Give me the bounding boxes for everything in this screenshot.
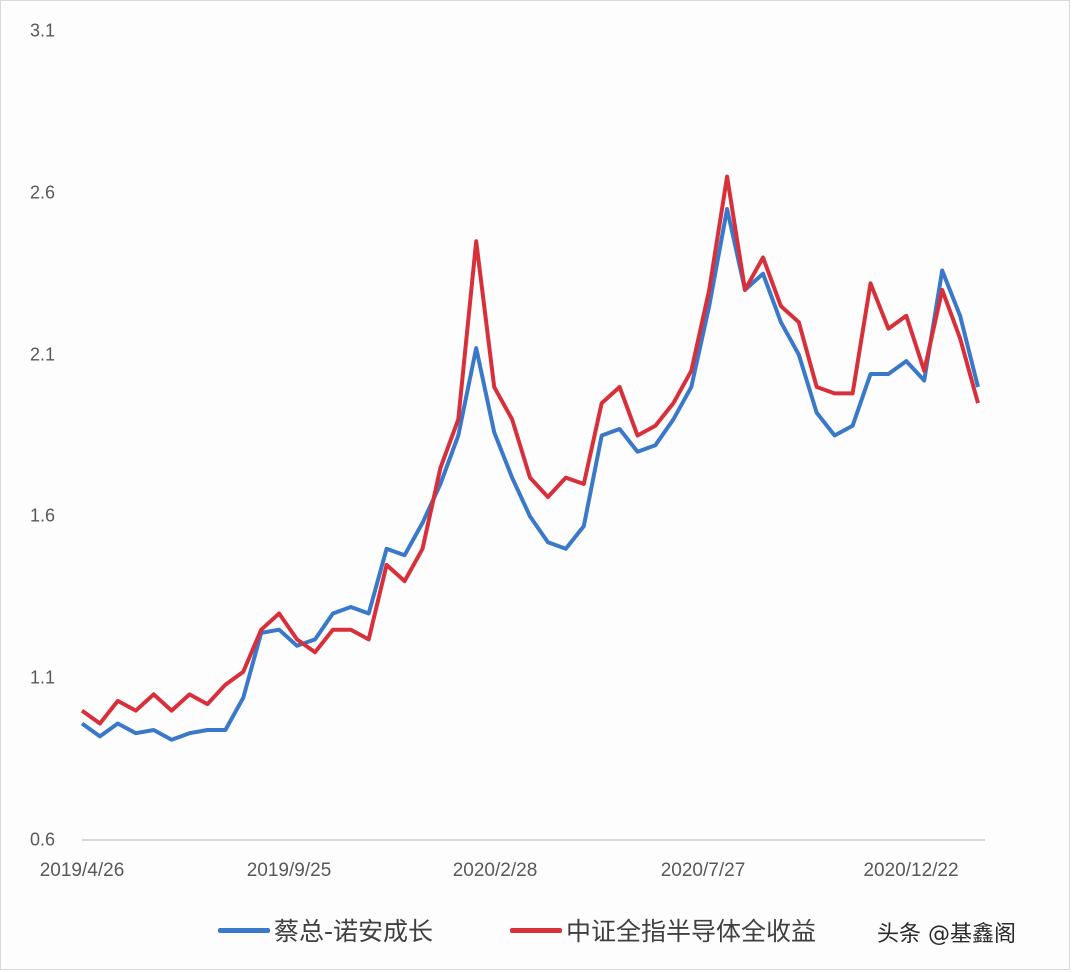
legend-swatch-blue: [218, 927, 270, 933]
x-tick-label: 2019/4/26: [39, 860, 125, 881]
legend-label: 蔡总-诺安成长: [274, 917, 434, 946]
legend: 蔡总-诺安成长 中证全指半导体全收益: [0, 912, 1072, 952]
legend-item-semiconductor-index: 中证全指半导体全收益: [510, 912, 816, 948]
legend-swatch-red: [510, 927, 562, 933]
x-tick-label: 2020/12/22: [863, 860, 959, 881]
x-tick-label: 2020/7/27: [660, 860, 746, 881]
x-tick-label: 2020/2/28: [452, 860, 538, 881]
legend-label: 中证全指半导体全收益: [566, 917, 817, 946]
y-tick-label: 2.1: [30, 344, 56, 365]
x-tick-label: 2019/9/25: [246, 860, 332, 881]
y-tick-label: 1.6: [30, 505, 56, 526]
y-tick-label: 3.1: [30, 20, 56, 41]
series-line-semiconductor-index: [80, 174, 980, 726]
legend-item-nuoan-growth: 蔡总-诺安成长: [218, 912, 433, 948]
y-tick-label: 0.6: [30, 829, 56, 850]
series-line-nuoan-growth: [80, 207, 980, 742]
watermark: 头条 @基鑫阁: [877, 922, 1016, 947]
y-tick-label: 1.1: [30, 667, 56, 688]
y-tick-label: 2.6: [30, 182, 56, 203]
